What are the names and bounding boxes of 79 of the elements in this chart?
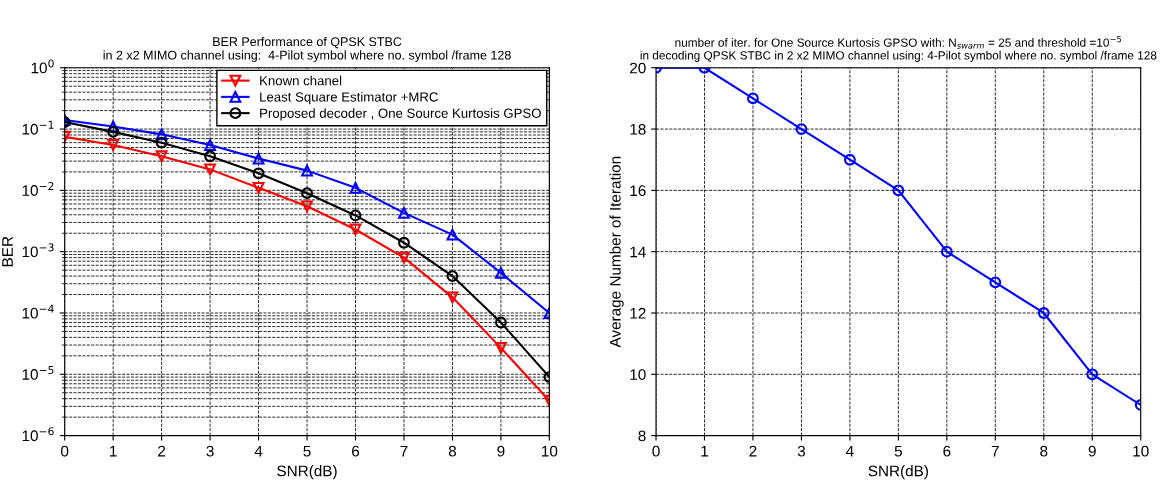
point [155,128,168,141]
x-tick-label: 10 [1133,445,1149,457]
x-tick-label: 10 [542,445,558,457]
point [398,236,410,249]
point [155,150,168,163]
point [252,167,265,180]
y-tick-label: 18 [630,123,646,135]
point [940,245,953,258]
point [204,139,216,151]
x-tick-label: 8 [448,445,457,457]
point [155,136,168,149]
y-tick-label: 12 [630,307,646,319]
point [446,270,459,282]
x-axis-title: SNR(dB) [277,465,337,480]
point [892,184,905,197]
point [495,316,507,329]
point [398,251,410,264]
point [1086,368,1099,381]
point [1037,307,1050,319]
x-tick-label: 0 [652,445,660,457]
x-tick-label: 7 [400,445,408,457]
chart-title: number of iter. for One Source Kurtosis GPSO with: N$_{swarm}$ = 25 and threshold =10$^{−5}$ in decoding QPSK STBC in 2 x2 MIMO channel using: 4-Pilot symbol where no. symbol /frame 128 [640,36,1157,62]
point [446,291,459,304]
x-tick-label: 7 [991,445,999,457]
y-tick-label: 10$^{−2}$ [22,182,54,196]
point [204,150,216,163]
x-tick-label: 2 [749,445,757,457]
x-tick-label: 1 [701,445,708,457]
x-tick-label: 1 [110,445,117,457]
x-tick-label: 3 [206,445,214,457]
point [844,153,856,166]
chart-title: BER Performance of QPSK STBC in 2 x2 MIMO channel using: 4-Pilot symbol where no. symbol /frame 128 [103,36,511,63]
x-tick-label: 2 [158,445,166,457]
x-tick-label: 9 [1088,445,1096,457]
y-axis-title: BER [2,236,13,267]
x-tick-label: 9 [497,445,505,457]
x-tick-label: 6 [352,445,360,457]
x-tick-label: 5 [303,445,311,457]
point [301,187,313,200]
point [252,181,265,194]
point [446,228,459,241]
x-tick-label: 5 [894,445,902,457]
point [252,152,265,165]
point [349,209,362,222]
point [495,341,507,354]
point [301,200,313,213]
point [301,164,313,177]
x-axis-title: SNR(dB) [868,465,928,480]
point [107,125,120,138]
legend-label: Known chanel [260,75,342,86]
x-tick-label: 6 [943,445,951,457]
y-tick-label: 10$^{−1}$ [22,120,54,135]
point [349,181,362,194]
y-axis-title: Average Number of Iteration [609,156,624,348]
legend-label: Least Square Estimator +MRC [260,91,438,105]
y-tick-label: 16 [630,185,646,197]
y-tick-label: 20 [630,62,646,74]
point [204,163,216,176]
y-tick-label: 10$^{−6}$ [22,427,54,442]
y-tick-label: 10$^{−4}$ [22,304,54,319]
point [989,276,1002,289]
point [107,120,120,133]
x-tick-label: 0 [61,445,69,457]
x-tick-label: 4 [846,445,854,457]
x-tick-label: 3 [797,445,806,457]
y-tick-label: 10$^{−5}$ [22,366,54,380]
x-tick-label: 4 [254,445,263,457]
point [349,223,362,236]
point [795,123,808,135]
point [398,206,410,219]
point [747,92,759,105]
y-tick-label: 10 [630,369,646,380]
point [107,139,120,151]
y-tick-label: 10$^{0}$ [31,59,54,74]
y-tick-label: 8 [638,430,646,442]
x-tick-label: 8 [1040,445,1048,457]
y-tick-label: 14 [630,246,646,258]
y-tick-label: 10$^{−3}$ [22,243,54,258]
legend-label: Proposed decoder , One Source Kurtosis GPSO [260,108,541,121]
